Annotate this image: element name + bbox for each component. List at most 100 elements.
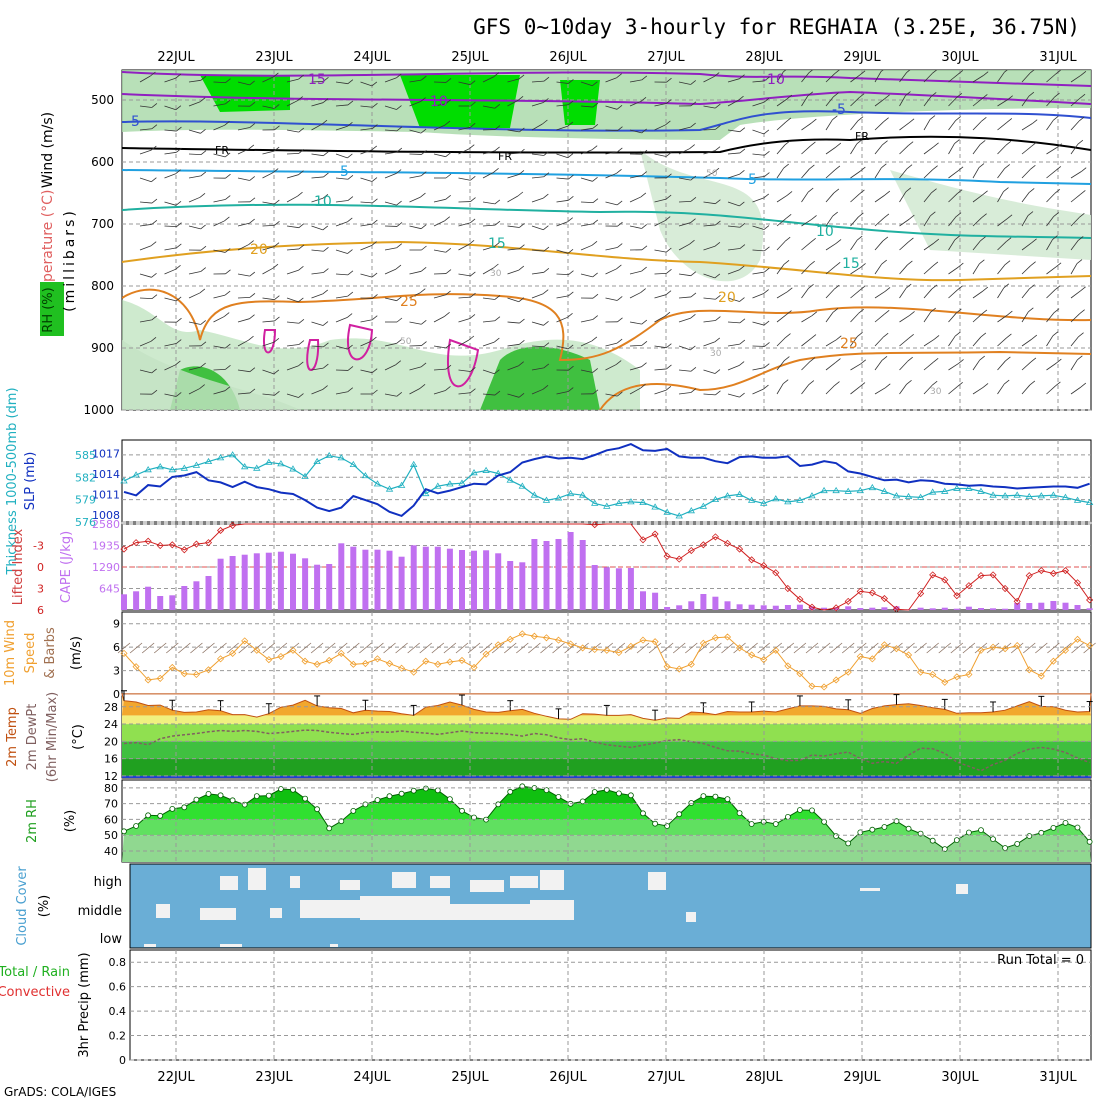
wind-barb-flag	[1005, 141, 1012, 146]
wind-barb-flag	[641, 362, 647, 368]
wind-barb-flag	[809, 260, 815, 266]
wind-barb-flag	[810, 237, 816, 243]
cape-bar	[398, 556, 405, 610]
wind-barb	[311, 321, 324, 326]
rh2m-point	[145, 812, 152, 819]
wind-barb	[409, 175, 422, 179]
cloud-clear-patch	[860, 888, 880, 891]
thickness-point	[277, 460, 285, 467]
wind-barb	[262, 267, 274, 275]
wind-barb-flag	[322, 385, 328, 390]
wind-barb	[580, 244, 593, 251]
wind-barb	[752, 388, 764, 395]
wind-barb-flag	[981, 213, 987, 218]
wind-barb-flag	[807, 91, 814, 97]
temp2m-ylabel: 2m Temp	[5, 707, 20, 767]
thickness-markers	[120, 451, 1094, 519]
rh2m-point	[265, 792, 272, 799]
wind10m-barb	[516, 642, 529, 654]
wind-barb-flag	[200, 171, 207, 177]
wind-barb	[1070, 217, 1080, 227]
wind-barb	[752, 197, 764, 203]
wind-barb	[164, 151, 177, 155]
wind10m-point	[772, 646, 780, 654]
wind-barb-flag	[445, 173, 452, 179]
wind-barb	[1046, 312, 1055, 323]
svg-text:15: 15	[308, 72, 326, 88]
wind-barb	[164, 173, 176, 179]
wind-barb-flag	[494, 316, 501, 322]
wind-barb-flag	[1079, 93, 1086, 99]
rh2m-point	[797, 807, 803, 813]
cape-bar	[386, 550, 393, 610]
wind-barb-flag	[739, 148, 746, 154]
y-tick-label: 1935	[92, 540, 120, 553]
wind-barb-flag	[906, 379, 912, 385]
date-label-bottom: 26JUL	[549, 1070, 587, 1085]
li-point	[120, 545, 128, 553]
wind-barb-flag	[713, 72, 720, 77]
wind-barb-flag	[764, 342, 770, 347]
wind-barb-flag	[199, 288, 206, 294]
wind-barb	[531, 321, 544, 326]
wind-barb	[139, 105, 152, 108]
thickness-point	[240, 463, 249, 470]
wind-barb	[654, 220, 666, 227]
wind-barb	[825, 288, 835, 299]
wind-barb-flag	[543, 151, 550, 156]
cape-bar	[446, 548, 453, 610]
wind-barb-flag	[469, 122, 476, 128]
wind-barb-flag	[714, 273, 721, 279]
wind-barb	[384, 342, 397, 347]
thickness-point	[530, 491, 539, 498]
wind-barb	[1021, 265, 1031, 275]
wind-barb-flag	[249, 271, 256, 277]
wind10m-barb	[1047, 642, 1060, 654]
wind-barb	[899, 384, 907, 395]
wind-barb-flag	[567, 153, 574, 159]
rh2m-point	[410, 787, 417, 794]
li-point	[736, 545, 744, 553]
wind-barb	[164, 297, 177, 302]
wind-barb	[311, 80, 324, 83]
wind10m-barb	[395, 642, 408, 654]
cape-bar	[990, 608, 996, 610]
wind-barb	[997, 287, 1005, 299]
y-tick-label: 800	[91, 279, 114, 293]
wind-barb	[1070, 120, 1080, 131]
wind-barb	[1096, 315, 1100, 322]
wind-barb	[335, 81, 348, 85]
rh2m-point	[543, 787, 550, 793]
wind-barb-flag	[445, 194, 451, 200]
wind-barb	[605, 297, 618, 301]
wind-barb	[507, 152, 520, 155]
wind-barb	[580, 223, 593, 227]
wind-barb	[335, 221, 348, 227]
wind-barb-flag	[323, 363, 329, 369]
wind-barb	[139, 223, 152, 227]
wind-barb-flag	[347, 79, 354, 84]
wind-barb	[262, 246, 275, 251]
wind-barb	[972, 194, 983, 203]
li-point	[687, 546, 695, 555]
wind-barb-flag	[980, 236, 986, 241]
wind-barb-flag	[274, 221, 280, 226]
wind10m-point	[156, 674, 164, 682]
wind-barb	[262, 76, 274, 83]
wind-barb	[1021, 242, 1032, 251]
wind-barb	[311, 249, 324, 252]
cloud-clear-patch	[686, 912, 696, 922]
wind-barb-flag	[494, 295, 501, 300]
y-tick-label: 60	[104, 813, 118, 826]
wind10m-barb	[1022, 642, 1036, 654]
wind-barb	[139, 340, 152, 347]
cloud-clear-patch	[392, 872, 416, 888]
rh2m-point	[495, 801, 502, 808]
wind-barb-flag	[494, 390, 501, 396]
wind-barb	[997, 383, 1005, 395]
wind-barb	[458, 148, 470, 155]
wind-barb-flag	[518, 297, 525, 303]
svg-text:-5: -5	[126, 114, 140, 130]
wind-barb	[213, 103, 226, 107]
cape-bar	[410, 545, 417, 610]
